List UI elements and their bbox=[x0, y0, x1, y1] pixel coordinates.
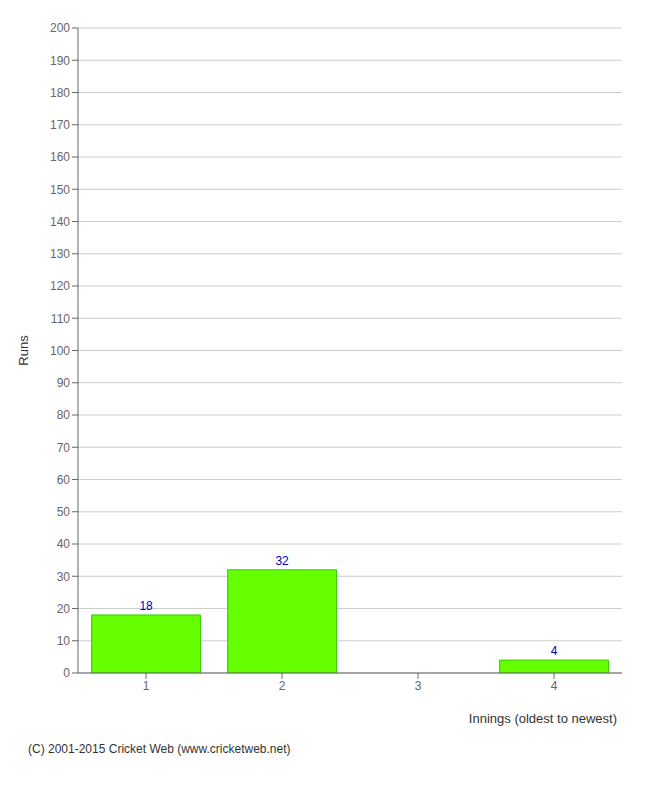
svg-text:170: 170 bbox=[50, 118, 70, 132]
svg-text:0: 0 bbox=[63, 666, 70, 680]
svg-text:32: 32 bbox=[275, 554, 289, 568]
svg-text:180: 180 bbox=[50, 86, 70, 100]
svg-text:10: 10 bbox=[57, 634, 71, 648]
svg-text:60: 60 bbox=[57, 473, 71, 487]
svg-text:Innings (oldest to newest): Innings (oldest to newest) bbox=[469, 711, 617, 726]
svg-text:150: 150 bbox=[50, 183, 70, 197]
svg-text:80: 80 bbox=[57, 408, 71, 422]
svg-text:1: 1 bbox=[143, 679, 150, 693]
svg-text:140: 140 bbox=[50, 215, 70, 229]
svg-text:20: 20 bbox=[57, 602, 71, 616]
svg-text:120: 120 bbox=[50, 279, 70, 293]
svg-text:70: 70 bbox=[57, 441, 71, 455]
html-text:(C) 2001-2015 Cricket Web (www: (C) 2001-2015 Cricket Web (www.cricketwe… bbox=[28, 742, 291, 756]
svg-text:4: 4 bbox=[551, 644, 558, 658]
svg-text:Runs: Runs bbox=[16, 335, 31, 366]
svg-text:18: 18 bbox=[139, 599, 153, 613]
svg-text:50: 50 bbox=[57, 505, 71, 519]
svg-text:90: 90 bbox=[57, 376, 71, 390]
svg-text:130: 130 bbox=[50, 247, 70, 261]
svg-text:2: 2 bbox=[279, 679, 286, 693]
svg-text:110: 110 bbox=[51, 312, 70, 326]
svg-text:30: 30 bbox=[57, 570, 71, 584]
svg-text:40: 40 bbox=[57, 537, 71, 551]
svg-text:190: 190 bbox=[50, 54, 70, 68]
svg-text:4: 4 bbox=[551, 679, 558, 693]
svg-text:100: 100 bbox=[50, 344, 70, 358]
svg-text:3: 3 bbox=[415, 679, 422, 693]
svg-text:160: 160 bbox=[50, 150, 70, 164]
svg-text:200: 200 bbox=[50, 21, 70, 35]
